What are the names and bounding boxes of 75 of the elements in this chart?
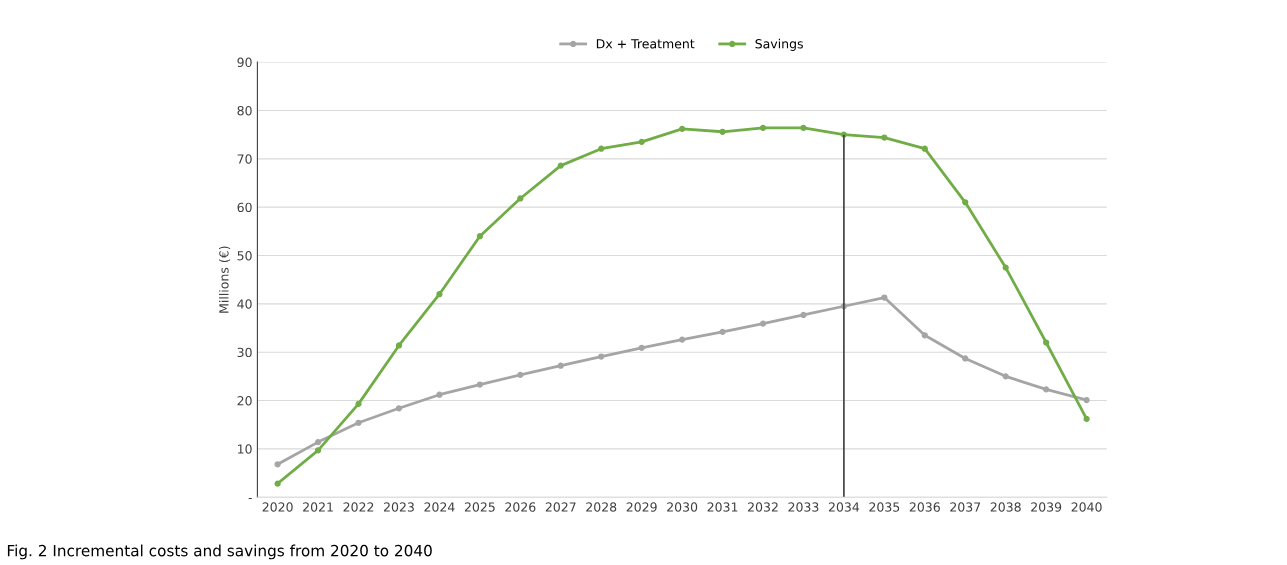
x-tick-label: 2029 <box>626 502 657 512</box>
x-tick-label: 2030 <box>667 502 698 512</box>
point <box>719 328 726 336</box>
point <box>274 461 281 468</box>
point <box>355 400 362 408</box>
y-tick-label: 90 <box>237 57 252 68</box>
y-tick-label: 80 <box>237 105 252 116</box>
point <box>314 447 322 454</box>
point <box>1043 386 1050 393</box>
y-tick-label: 10 <box>238 444 252 454</box>
x-tick-label: 2038 <box>990 502 1021 512</box>
point <box>598 145 605 152</box>
point <box>921 332 928 339</box>
point <box>759 320 767 327</box>
x-tick-label: 2036 <box>909 502 940 512</box>
x-tick-label: 2025 <box>464 502 495 512</box>
y-tick-label: 40 <box>237 299 252 309</box>
point <box>274 480 281 487</box>
point <box>881 294 888 301</box>
legend-label: Dx + Treatment <box>596 39 695 49</box>
point <box>517 195 524 202</box>
point <box>921 145 928 152</box>
point <box>395 342 403 349</box>
point <box>436 391 443 398</box>
x-tick-label: 2027 <box>545 502 576 512</box>
x-tick-label: 2023 <box>383 502 414 512</box>
x-tick-label: 2035 <box>869 502 900 512</box>
point <box>1043 339 1050 346</box>
point <box>719 128 726 135</box>
legend-label: Savings <box>755 38 803 51</box>
point <box>476 381 483 388</box>
x-tick-label: 2032 <box>748 502 778 512</box>
point <box>598 353 605 360</box>
x-tick-label: 2028 <box>586 502 617 512</box>
x-tick-label: 2040 <box>1071 502 1102 512</box>
point <box>557 162 564 169</box>
y-tick-label: 20 <box>237 395 252 406</box>
point <box>1083 415 1090 423</box>
x-tick-label: 2031 <box>707 502 738 512</box>
x-tick-label: 2024 <box>424 502 455 512</box>
point <box>881 134 888 141</box>
point <box>1002 264 1009 271</box>
x-tick-label: 2020 <box>262 502 293 512</box>
point <box>395 405 403 412</box>
point <box>678 336 686 343</box>
point <box>517 371 524 379</box>
x-tick-label: 2033 <box>788 502 819 512</box>
point <box>1002 373 1009 380</box>
x-tick-label: 2034 <box>828 502 860 512</box>
y-tick-label: 50 <box>237 250 252 261</box>
point <box>557 362 564 369</box>
x-tick-label: 2037 <box>950 502 981 512</box>
point <box>638 138 645 146</box>
point <box>436 291 443 298</box>
x-tick-label: 2021 <box>303 502 333 512</box>
y-axis-title: Millions (€) <box>218 246 231 313</box>
point <box>678 125 686 132</box>
y-tick-label: - <box>248 498 252 500</box>
point <box>1083 396 1090 404</box>
point <box>638 344 645 351</box>
point <box>476 233 483 240</box>
y-tick-label: 30 <box>237 347 252 358</box>
y-tick-label: 70 <box>237 154 252 164</box>
y-tick-label: 60 <box>237 202 252 213</box>
x-tick-label: 2039 <box>1031 502 1062 512</box>
point <box>800 124 807 132</box>
point <box>314 438 322 446</box>
x-tick-label: 2022 <box>343 502 374 512</box>
point <box>962 355 969 362</box>
caption: Fig. 2 Incremental costs and savings from 2020 to 2040 <box>7 544 432 560</box>
x-tick-label: 2026 <box>505 502 536 512</box>
point <box>962 199 969 206</box>
point <box>355 419 362 426</box>
point <box>759 124 767 132</box>
point <box>800 311 807 319</box>
